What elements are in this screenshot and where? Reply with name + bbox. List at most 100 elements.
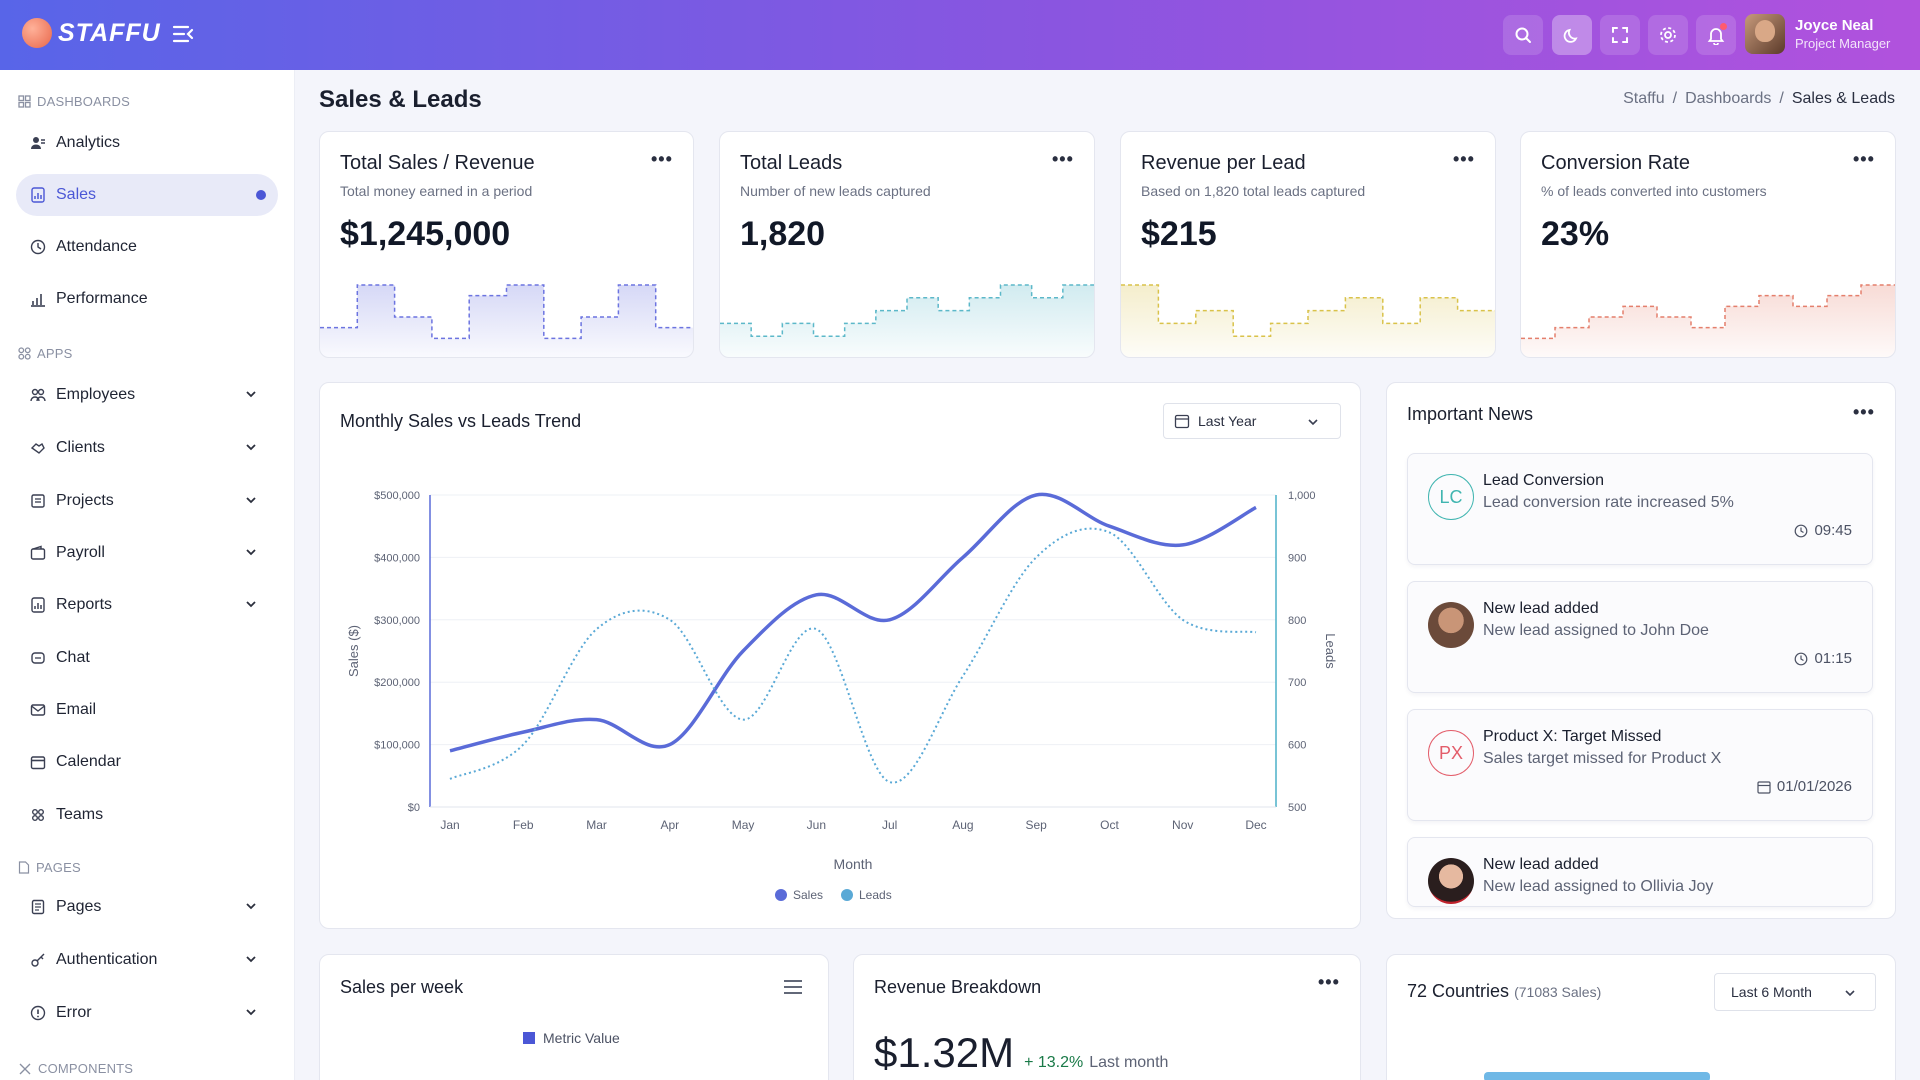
chart-legend: Metric Value: [523, 1030, 620, 1046]
chevron-down-icon: [244, 440, 258, 454]
sidebar-item-label: Sales: [56, 186, 97, 203]
sidebar-item-chat[interactable]: Chat: [16, 637, 278, 679]
breadcrumb-link[interactable]: Staffu: [1623, 90, 1665, 107]
countries-title: 72 Countries: [1407, 981, 1510, 1001]
news-item[interactable]: PX Product X: Target Missed Sales target…: [1407, 709, 1873, 821]
news-item-title: Product X: Target Missed: [1483, 728, 1662, 745]
x-tick-label: Apr: [660, 818, 679, 832]
key-icon: [30, 952, 46, 968]
hamburger-menu-icon[interactable]: [783, 979, 803, 995]
section-label: APPS: [37, 346, 73, 361]
sidebar-item-label: Pages: [56, 898, 102, 915]
sidebar-item-sales[interactable]: Sales: [16, 174, 278, 216]
sidebar-item-teams[interactable]: Teams: [16, 794, 278, 836]
news-time-text: 09:45: [1814, 522, 1852, 539]
sidebar-item-error[interactable]: Error: [16, 992, 278, 1034]
y-tick-label: $500,000: [374, 490, 420, 502]
x-tick-label: Jul: [882, 818, 897, 832]
users-icon: [30, 135, 46, 151]
kpi-card-leads: Total Leads Number of new leads captured…: [719, 131, 1095, 358]
breadcrumb-separator: /: [1779, 90, 1784, 107]
clock-icon: [1795, 524, 1808, 537]
news-item-desc: New lead assigned to Ollivia Joy: [1483, 878, 1714, 895]
kpi-value: $215: [1141, 215, 1217, 253]
sidebar-item-employees[interactable]: Employees: [16, 374, 278, 416]
menu-toggle-icon[interactable]: [172, 24, 194, 44]
legend-label[interactable]: Sales: [793, 888, 823, 902]
search-button[interactable]: [1503, 15, 1543, 55]
legend-label[interactable]: Leads: [859, 888, 892, 902]
legend-marker[interactable]: [775, 889, 787, 901]
breadcrumb-link[interactable]: Dashboards: [1685, 90, 1772, 107]
page-icon: [30, 899, 46, 915]
revenue-summary: $1.32M + 13.2% Last month: [874, 1029, 1168, 1077]
news-item[interactable]: New lead added New lead assigned to John…: [1407, 581, 1873, 693]
news-initials-badge: PX: [1428, 730, 1474, 776]
sidebar-item-projects[interactable]: Projects: [16, 480, 278, 522]
revenue-value: $1.32M: [874, 1029, 1015, 1076]
more-options-icon[interactable]: •••: [651, 149, 673, 169]
team-icon: [30, 807, 46, 823]
kpi-card-conversion-rate: Conversion Rate % of leads converted int…: [1520, 131, 1896, 358]
x-tick-label: Aug: [952, 818, 973, 832]
news-item[interactable]: New lead added New lead assigned to Olli…: [1407, 837, 1873, 907]
sidebar-item-label: Email: [56, 701, 97, 718]
kpi-title: Total Leads: [740, 152, 843, 174]
sparkline-line: [720, 284, 1094, 337]
section-apps: APPS: [18, 346, 72, 361]
news-item[interactable]: LC Lead Conversion Lead conversion rate …: [1407, 453, 1873, 565]
user-name: Joyce Neal: [1795, 17, 1874, 34]
news-title: Important News: [1407, 404, 1534, 424]
chevron-down-icon: [244, 493, 258, 507]
breadcrumb: Staffu / Dashboards / Sales & Leads: [1623, 90, 1895, 108]
sidebar-item-reports[interactable]: Reports: [16, 584, 278, 626]
section-pages: PAGES: [18, 860, 81, 875]
sidebar-item-analytics[interactable]: Analytics: [16, 122, 278, 164]
sidebar-item-calendar[interactable]: Calendar: [16, 741, 278, 783]
kpi-value: $1,245,000: [340, 215, 511, 253]
y-axis-title: Sales ($): [346, 625, 361, 677]
notifications-button[interactable]: [1696, 15, 1736, 55]
sidebar-item-authentication[interactable]: Authentication: [16, 939, 278, 981]
sidebar-item-attendance[interactable]: Attendance: [16, 226, 278, 268]
sidebar-item-clients[interactable]: Clients: [16, 427, 278, 469]
y-tick-label: $300,000: [374, 615, 420, 627]
dark-mode-button[interactable]: [1552, 15, 1592, 55]
legend-swatch: [523, 1032, 535, 1044]
x-axis-title: Month: [834, 856, 873, 872]
more-options-icon[interactable]: •••: [1853, 149, 1875, 169]
sidebar-item-payroll[interactable]: Payroll: [16, 532, 278, 574]
sidebar-item-label: Analytics: [56, 134, 121, 151]
sidebar-item-label: Error: [56, 1004, 92, 1021]
news-time-text: 01:15: [1814, 650, 1852, 667]
more-options-icon[interactable]: •••: [1853, 402, 1875, 422]
news-item-title: New lead added: [1483, 600, 1599, 617]
settings-button[interactable]: [1648, 15, 1688, 55]
sidebar-item-performance[interactable]: Performance: [16, 278, 278, 320]
y2-axis-title: Leads: [1323, 633, 1338, 669]
user-menu[interactable]: Joyce Neal Project Manager: [1745, 14, 1890, 54]
chevron-down-icon: [244, 597, 258, 611]
sidebar-item-label: Employees: [56, 386, 136, 403]
card-title: Sales per week: [340, 977, 464, 997]
grid-icon: [18, 95, 31, 108]
brand-logo[interactable]: STAFFU: [22, 18, 161, 48]
sidebar-item-pages[interactable]: Pages: [16, 886, 278, 928]
more-options-icon[interactable]: •••: [1052, 149, 1074, 169]
countries-period-select[interactable]: Last 6 Month: [1714, 973, 1876, 1011]
sparkline-area: [1521, 285, 1895, 357]
more-options-icon[interactable]: •••: [1318, 972, 1340, 992]
more-options-icon[interactable]: •••: [1453, 149, 1475, 169]
legend-marker[interactable]: [841, 889, 853, 901]
breadcrumb-current: Sales & Leads: [1791, 90, 1895, 107]
sidebar: DASHBOARDS Analytics Sales Attendance Pe…: [0, 70, 295, 1080]
fullscreen-button[interactable]: [1600, 15, 1640, 55]
chevron-down-icon: [244, 545, 258, 559]
chevron-down-icon: [244, 952, 258, 966]
sidebar-item-email[interactable]: Email: [16, 689, 278, 731]
people-icon: [30, 387, 46, 403]
sidebar-item-label: Teams: [56, 806, 104, 823]
period-select[interactable]: Last Year: [1163, 403, 1341, 439]
report-icon: [30, 597, 46, 613]
sparkline-area: [720, 285, 1094, 357]
